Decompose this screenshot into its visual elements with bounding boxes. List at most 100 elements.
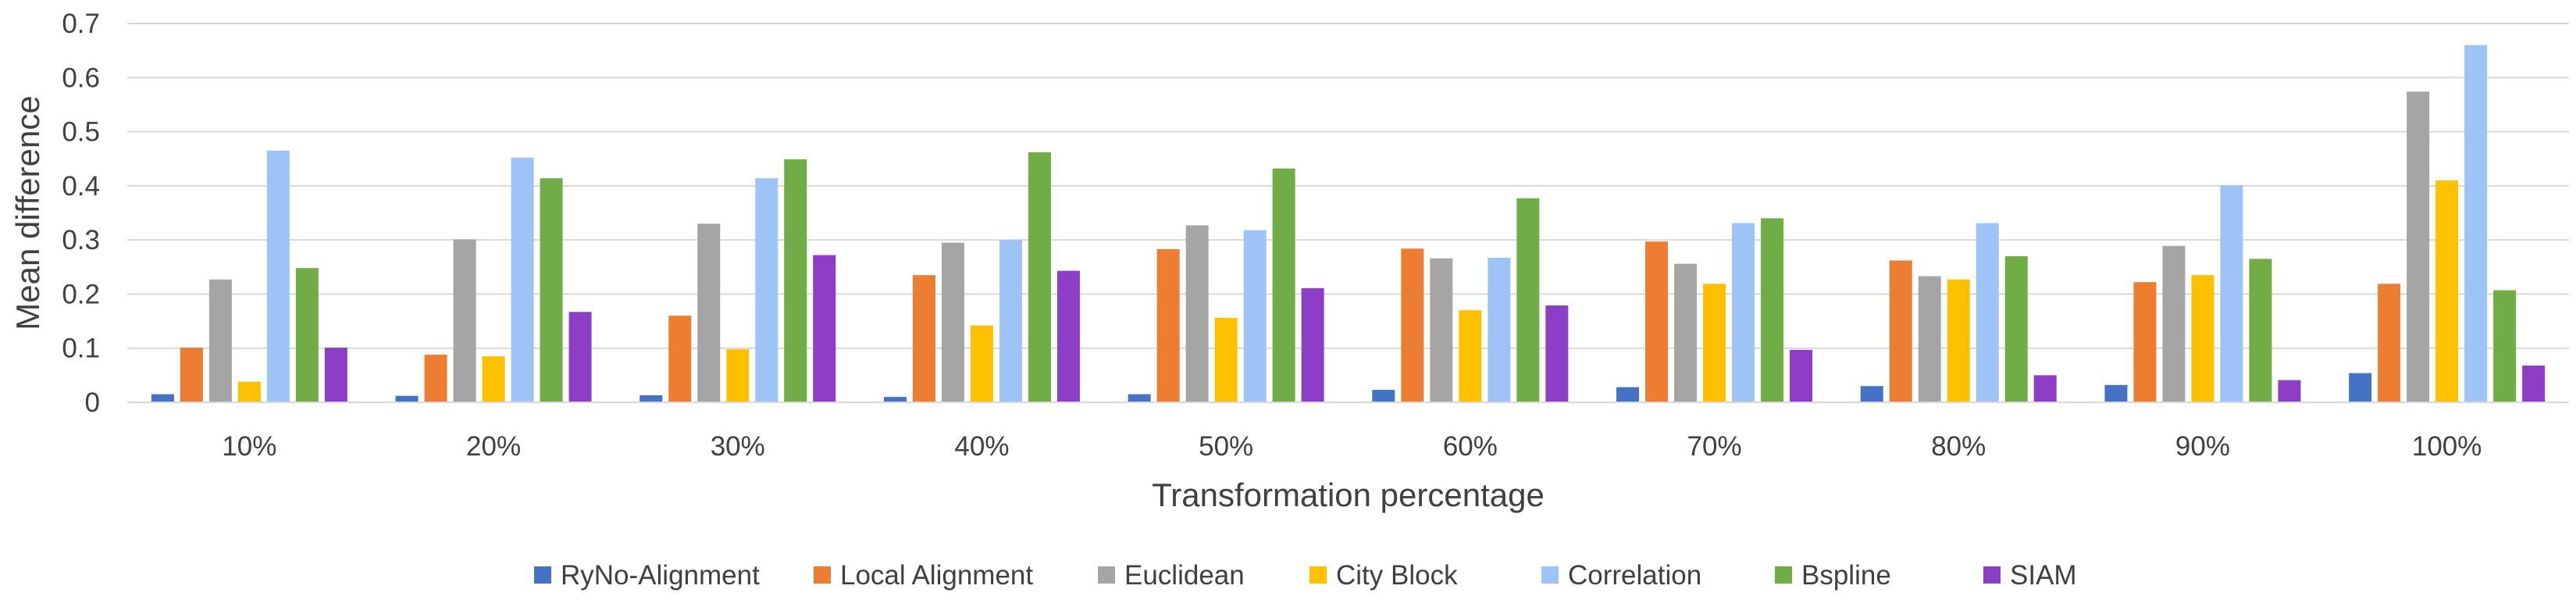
- bar: [395, 395, 419, 402]
- bar: [1056, 270, 1080, 402]
- bar: [568, 312, 592, 402]
- bar: [1761, 218, 1784, 402]
- legend-label: Correlation: [1568, 560, 1701, 591]
- legend-label: Bspline: [1801, 560, 1891, 591]
- bar: [640, 395, 663, 402]
- bar: [180, 348, 203, 402]
- x-tick-label: 60%: [1443, 431, 1498, 462]
- bar: [1860, 386, 1883, 402]
- legend-label: Local Alignment: [840, 560, 1033, 591]
- y-tick-label: 0: [85, 387, 100, 418]
- bar: [2278, 380, 2301, 402]
- bar: [1488, 258, 1511, 402]
- bar: [1459, 310, 1482, 402]
- bars: [151, 45, 2546, 403]
- bar: [295, 268, 319, 402]
- legend: RyNo-Alignment Local Alignment Euclidean Ci…: [534, 560, 2077, 591]
- x-tick-label: 90%: [2175, 431, 2230, 462]
- bar: [1430, 258, 1453, 402]
- legend-swatch: [1098, 566, 1115, 584]
- bar: [755, 178, 779, 402]
- bar: [1616, 387, 1640, 402]
- bar: [1185, 225, 1209, 402]
- bar: [697, 223, 721, 402]
- legend-swatch: [1309, 566, 1327, 584]
- bar: [324, 348, 347, 402]
- bar: [1645, 241, 1669, 402]
- bar: [1128, 394, 1151, 402]
- legend-label: Euclidean: [1124, 560, 1245, 591]
- y-tick-label: 0.6: [62, 62, 100, 93]
- bar: [941, 242, 964, 402]
- bar: [883, 397, 907, 402]
- bar: [1703, 284, 1726, 402]
- x-tick-label: 30%: [711, 431, 765, 462]
- bar: [2464, 45, 2488, 402]
- legend-swatch: [814, 566, 831, 584]
- bar: [2349, 373, 2372, 402]
- bar: [2493, 290, 2517, 402]
- bar: [999, 240, 1022, 402]
- bar: [453, 239, 476, 402]
- bar: [2378, 284, 2401, 402]
- bar: [1301, 287, 1324, 402]
- legend-swatch: [534, 566, 551, 584]
- bar: [1674, 263, 1698, 402]
- bar: [970, 325, 993, 402]
- y-tick-label: 0.4: [62, 171, 100, 202]
- bar: [1272, 168, 1295, 402]
- y-tick-label: 0.2: [62, 279, 100, 309]
- bar: [208, 279, 232, 402]
- bar: [151, 394, 174, 402]
- bar: [784, 159, 807, 402]
- bar: [1545, 305, 1569, 402]
- legend-swatch: [1541, 566, 1559, 584]
- bar: [2004, 255, 2028, 402]
- bar: [1732, 223, 1755, 402]
- gridlines: [127, 23, 2569, 349]
- legend-swatch: [1775, 566, 1792, 584]
- legend-label: City Block: [1336, 560, 1458, 591]
- x-tick-label: 40%: [954, 431, 1009, 462]
- x-tick-label: 70%: [1687, 431, 1742, 462]
- bar: [2249, 259, 2272, 402]
- bar: [2522, 365, 2546, 402]
- bar: [1976, 223, 1999, 402]
- bar: [2220, 185, 2243, 402]
- bar: [1028, 152, 1051, 402]
- legend-swatch: [1983, 566, 2001, 584]
- bar: [1401, 248, 1424, 402]
- bar: [1156, 248, 1180, 402]
- bar: [2033, 375, 2057, 402]
- bar: [511, 157, 534, 403]
- y-tick-label: 0.1: [62, 334, 100, 364]
- bar: [424, 355, 447, 402]
- y-axis-title: Mean difference: [9, 95, 46, 330]
- y-tick-label: 0.3: [62, 225, 100, 255]
- bar: [482, 356, 505, 402]
- legend-label: RyNo-Alignment: [561, 560, 760, 591]
- bar: [668, 316, 692, 402]
- x-tick-label: 80%: [1931, 431, 1986, 462]
- y-tick-label: 0.5: [62, 117, 100, 148]
- bar: [540, 178, 563, 402]
- bar: [1947, 279, 1970, 402]
- bar: [1918, 276, 1941, 402]
- bar: [1790, 349, 1813, 402]
- x-tick-label: 10%: [222, 431, 276, 462]
- bar: [1372, 390, 1395, 402]
- bar: [1243, 230, 1267, 402]
- bar: [2133, 282, 2157, 402]
- bar: [2104, 384, 2128, 402]
- bar: [912, 275, 935, 402]
- bar: [1889, 260, 1912, 402]
- bar: [813, 255, 836, 402]
- y-axis-ticks: 0 0.1 0.2 0.3 0.4 0.5 0.6 0.7: [62, 9, 100, 418]
- x-axis-title: Transformation percentage: [1152, 477, 1545, 513]
- x-tick-label: 100%: [2412, 431, 2482, 462]
- bar: [1516, 198, 1540, 403]
- bar: [726, 349, 750, 402]
- bar: [266, 150, 290, 403]
- bar: [1214, 317, 1238, 402]
